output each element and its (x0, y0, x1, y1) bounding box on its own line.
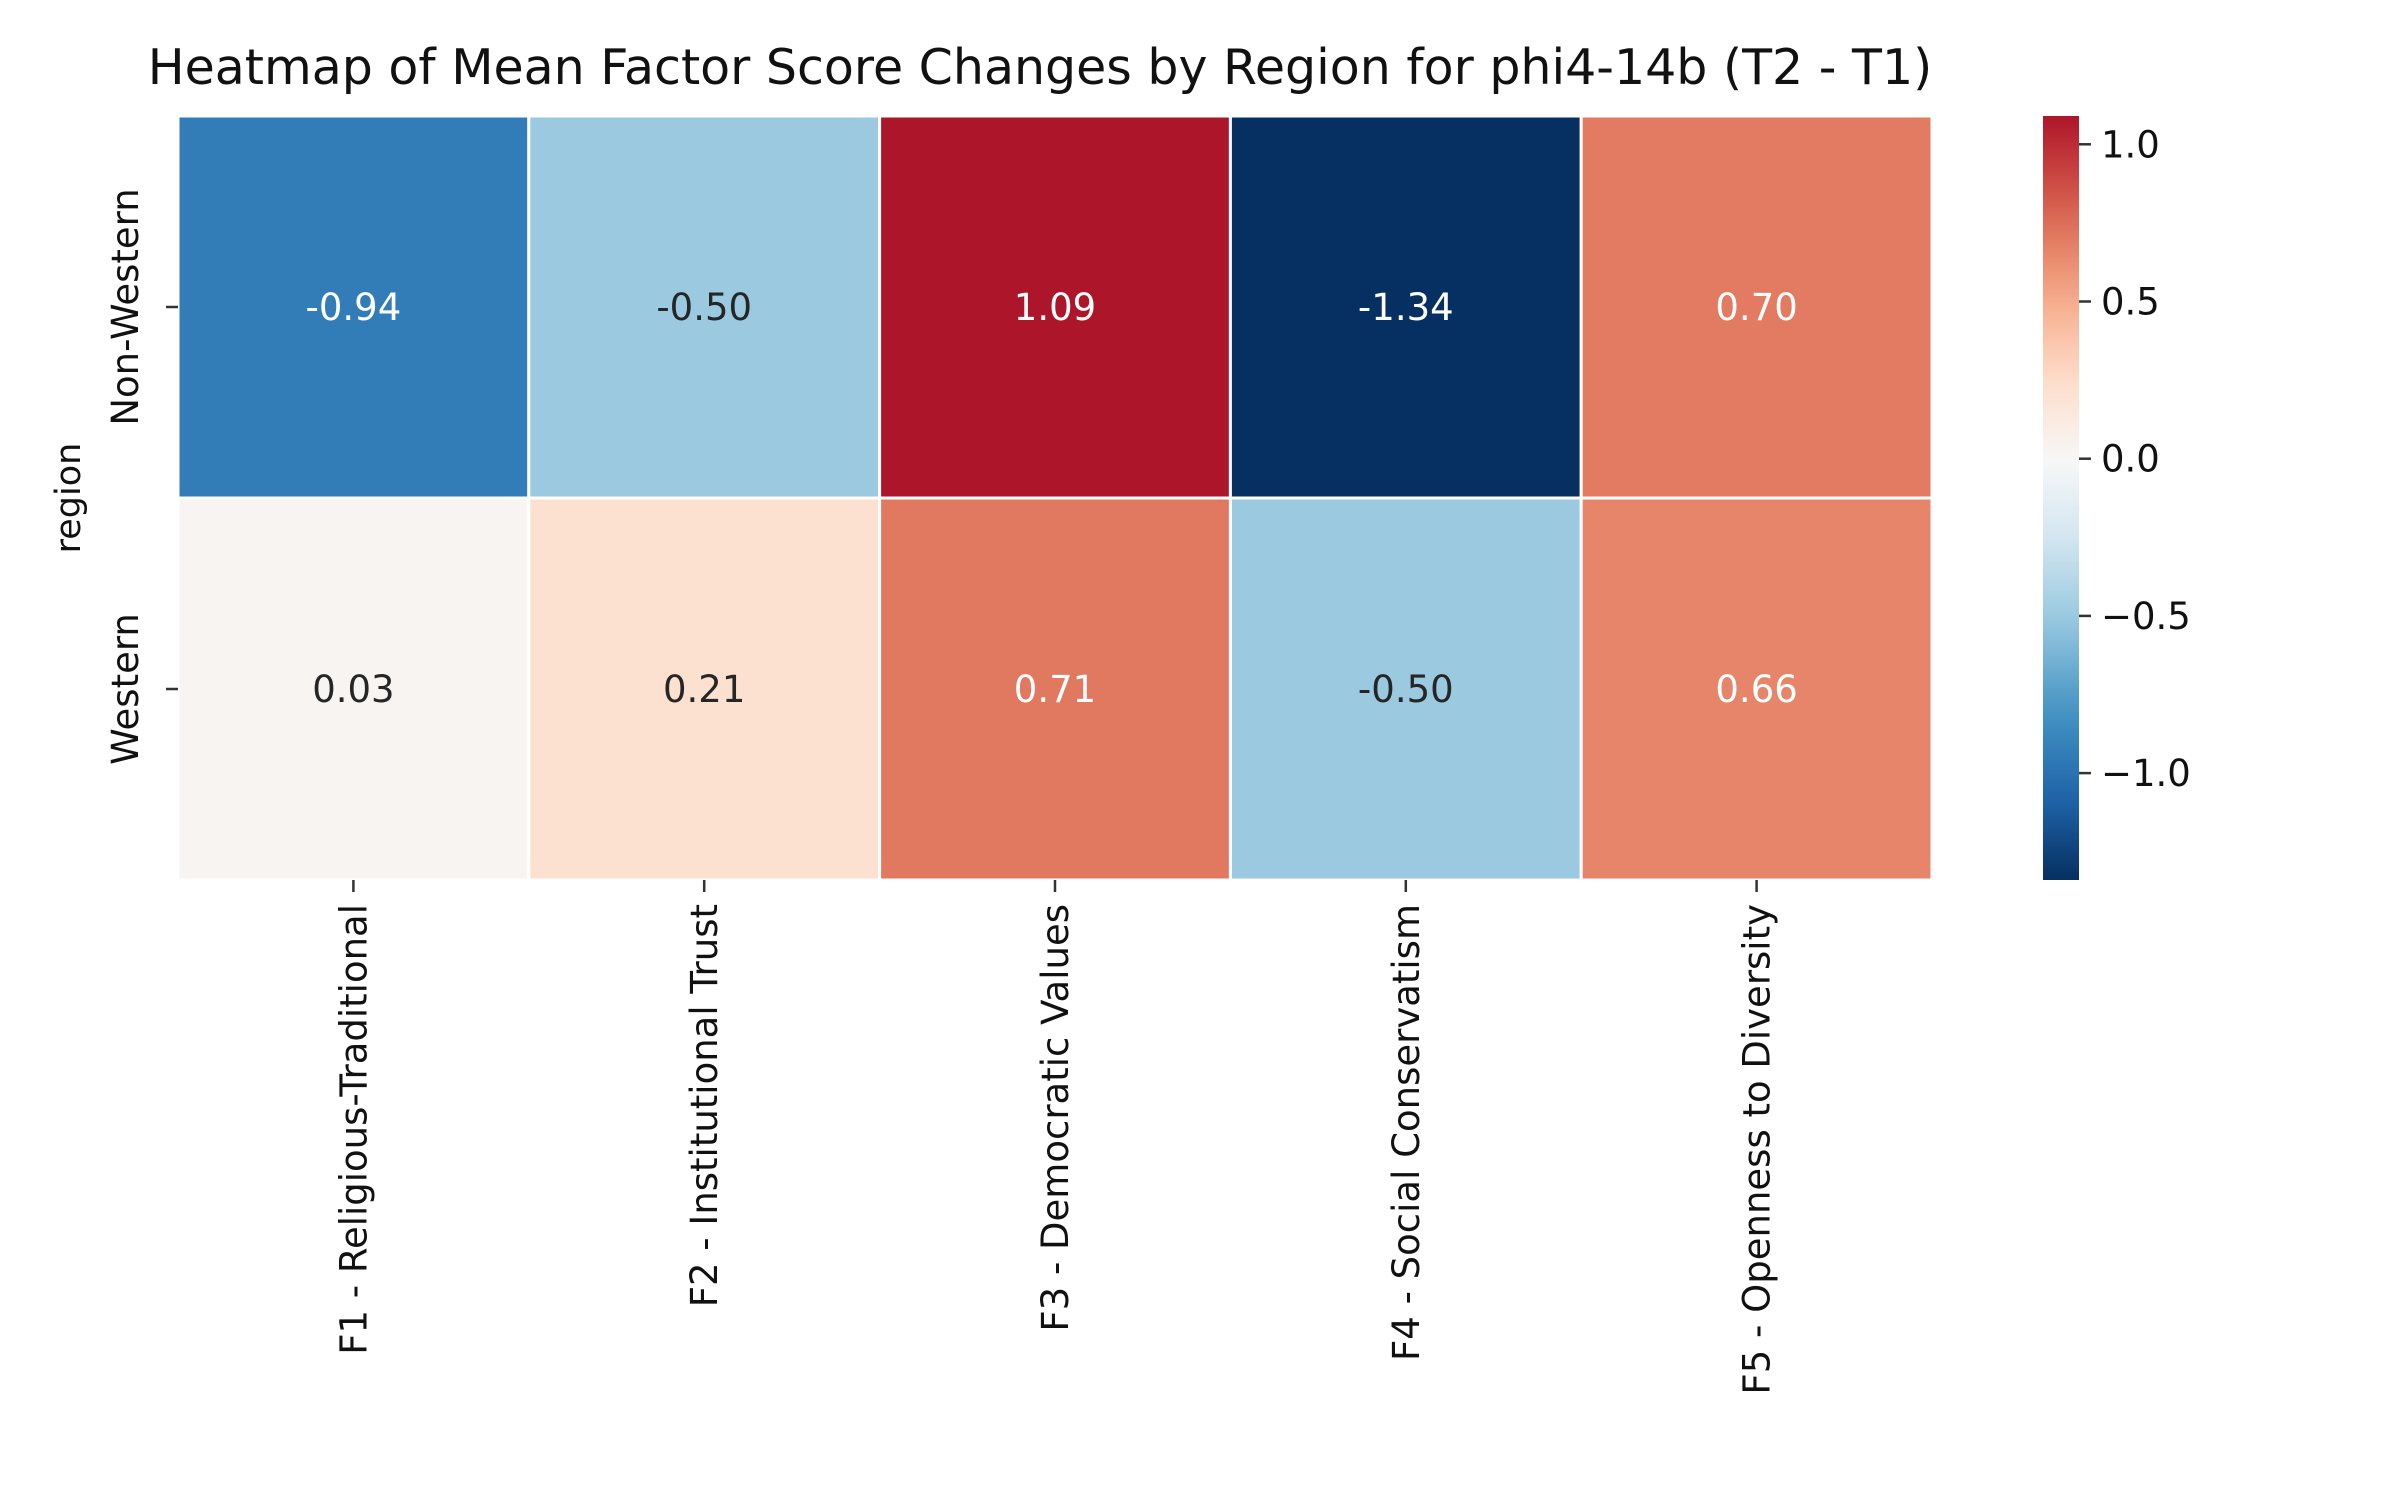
column-tick-label: F3 - Democratic Values (1034, 904, 1077, 1332)
colorbar-tick-label: 1.0 (2101, 123, 2160, 166)
heatmap-cell (1579, 496, 1934, 882)
y-axis-label: region (49, 443, 89, 554)
colorbar-tick-label: 0.5 (2101, 280, 2160, 323)
column-tick-label: F1 - Religious-Traditional (332, 904, 375, 1355)
colorbar-tick-label: −1.0 (2101, 752, 2191, 795)
heatmap-cells: -0.94 -0.50 1.09 -1.34 0.70 0.03 0.21 0.71 -0.50… (176, 114, 1934, 882)
heatmap-cell (176, 496, 531, 882)
column-tick-label: F4 - Social Conservatism (1385, 904, 1428, 1361)
cell-value-label: 0.03 (312, 668, 394, 711)
cell-value-label: -0.50 (1358, 668, 1454, 711)
heatmap-cell (878, 114, 1232, 500)
column-tick-labels: F1 - Religious-Traditional F2 - Instituti… (332, 880, 1779, 1395)
colorbar-tick-label: 0.0 (2101, 438, 2160, 481)
column-tick-label: F5 - Openness to Diversity (1736, 904, 1779, 1395)
row-tick-label: Non-Western (104, 188, 147, 425)
cell-value-label: 0.71 (1014, 668, 1096, 711)
heatmap-cell (1579, 114, 1934, 500)
heatmap-cell (1228, 114, 1583, 500)
column-tick-label: F2 - Institutional Trust (683, 904, 726, 1307)
cell-value-label: 0.70 (1715, 286, 1797, 329)
cell-value-label: -1.34 (1358, 286, 1454, 329)
colorbar-gradient (2043, 116, 2079, 880)
heatmap-cell (527, 114, 882, 500)
cell-value-label: 0.66 (1715, 668, 1797, 711)
heatmap-cell (878, 496, 1232, 882)
cell-value-label: -0.50 (656, 286, 752, 329)
row-tick-labels: Non-Western Western (104, 188, 178, 765)
cell-value-label: 1.09 (1014, 286, 1096, 329)
colorbar-tick-label: −0.5 (2101, 595, 2191, 638)
chart-title: Heatmap of Mean Factor Score Changes by … (148, 39, 1933, 96)
cell-value-label: 0.21 (663, 668, 745, 711)
cell-value-label: -0.94 (306, 286, 402, 329)
row-tick-label: Western (104, 613, 147, 765)
colorbar: 1.0 0.5 0.0 −0.5 −1.0 (2043, 116, 2191, 880)
heatmap-cell (176, 114, 531, 500)
